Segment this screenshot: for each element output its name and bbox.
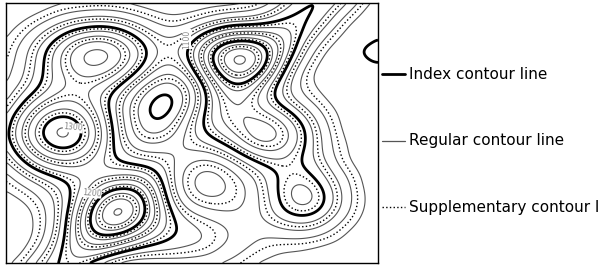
Text: Regular contour line: Regular contour line xyxy=(409,134,564,148)
Text: 1200: 1200 xyxy=(82,188,101,198)
Text: Index contour line: Index contour line xyxy=(409,67,547,82)
Text: 1100: 1100 xyxy=(182,30,191,49)
Text: Supplementary contour line: Supplementary contour line xyxy=(409,200,600,215)
Text: 1300: 1300 xyxy=(63,122,83,133)
